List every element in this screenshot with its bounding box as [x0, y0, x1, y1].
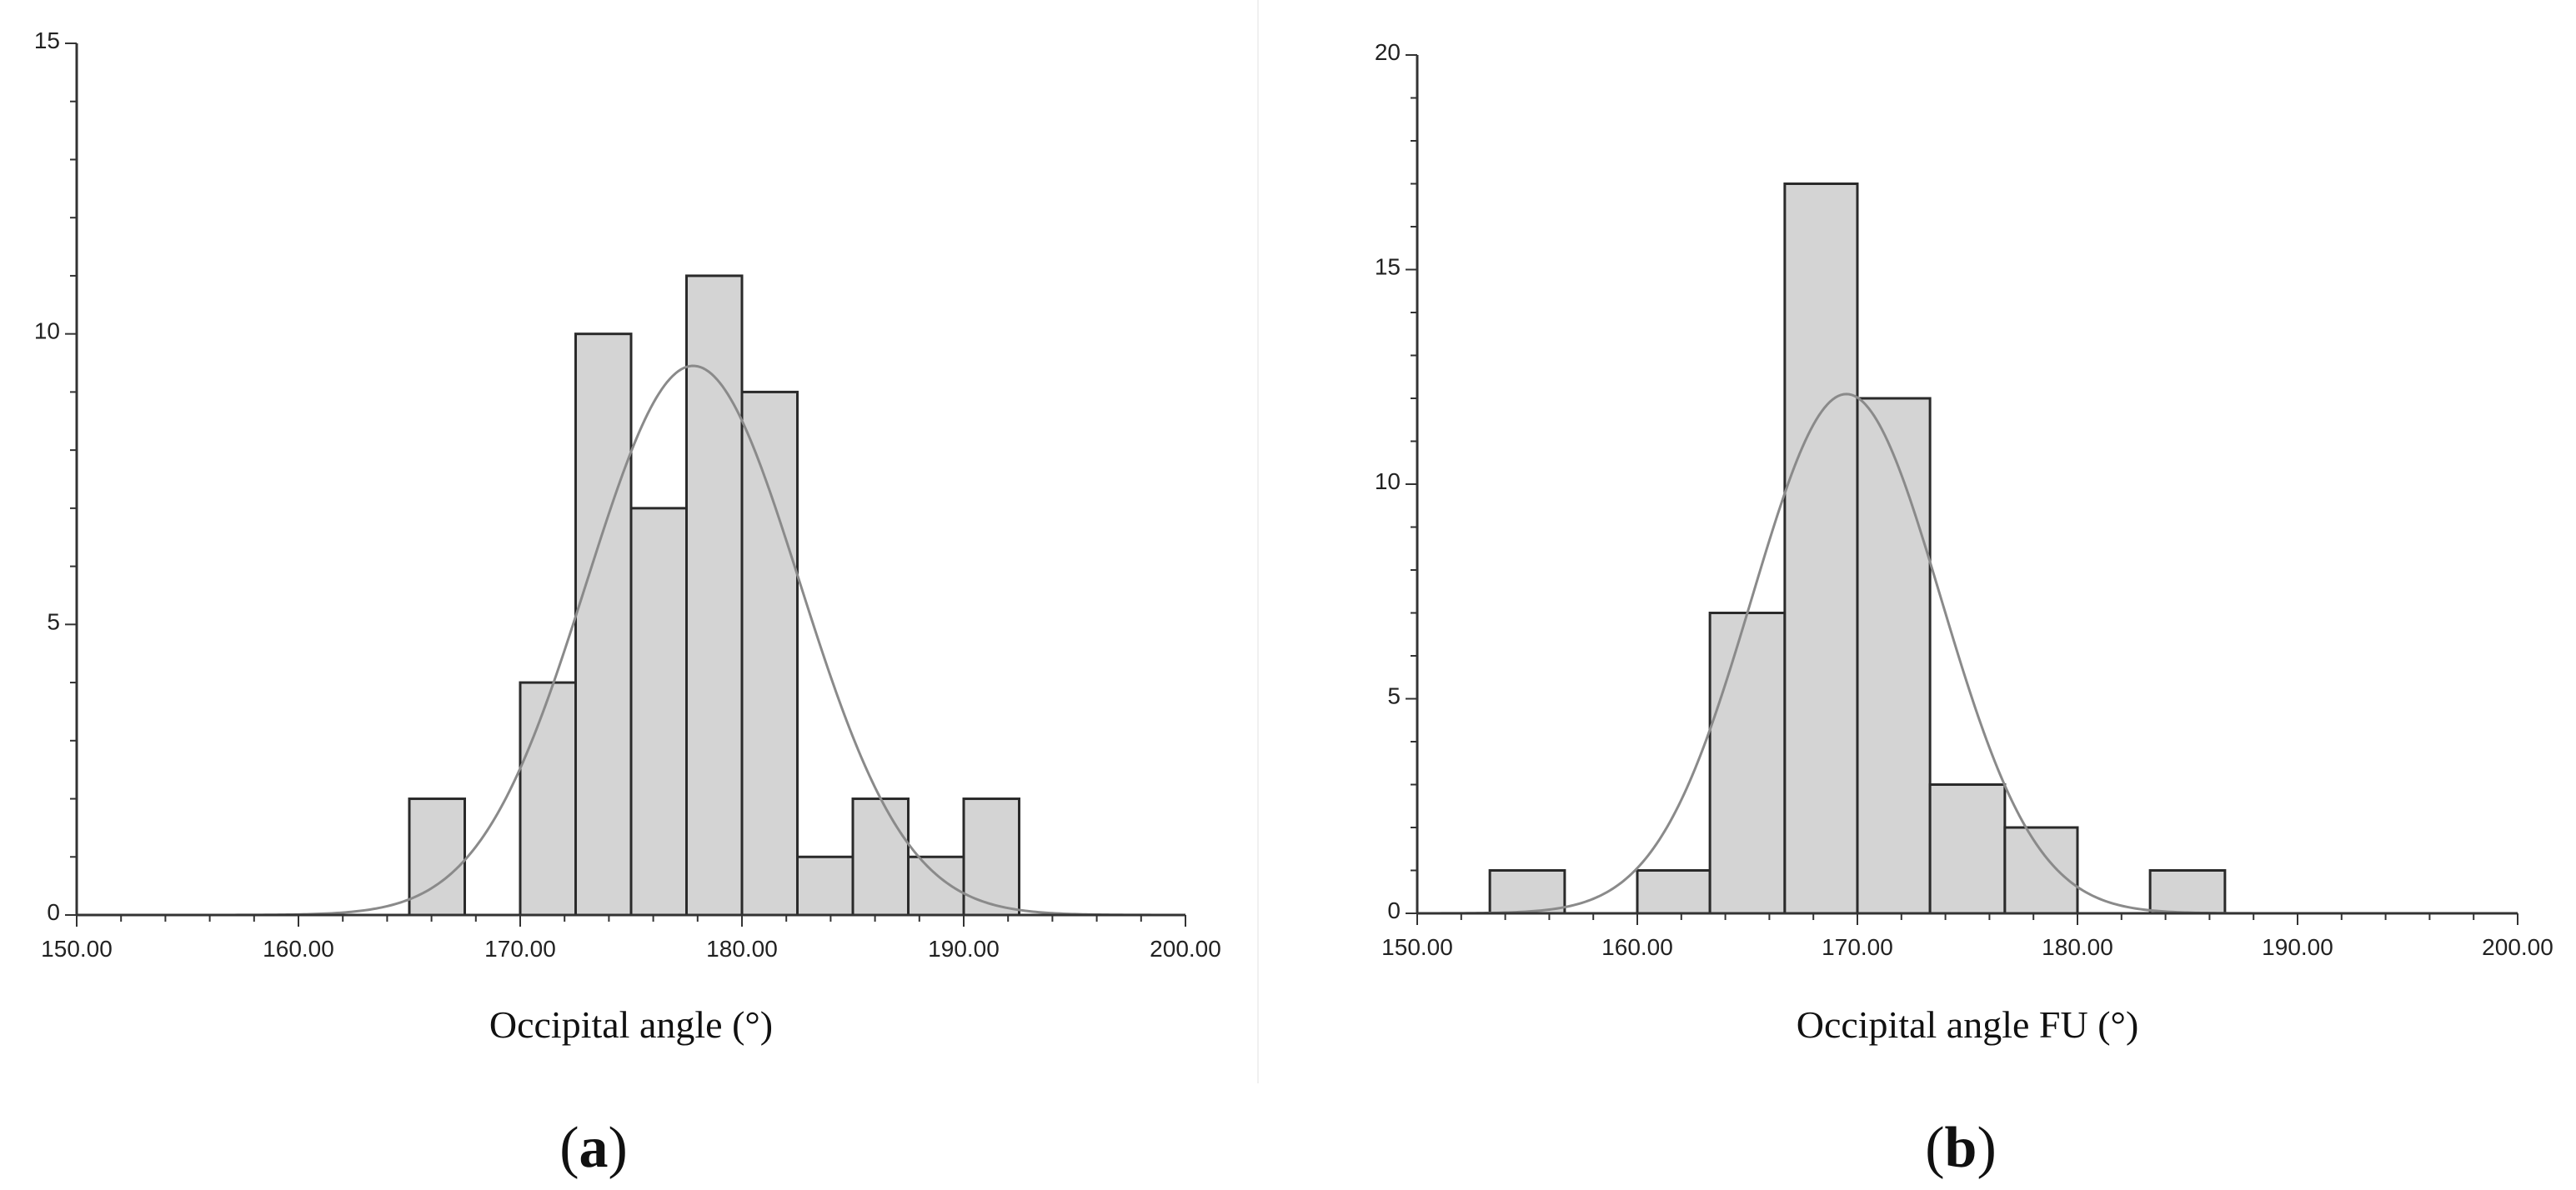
histogram-bar-a-2 — [574, 332, 633, 917]
panel-label-a: (a) — [559, 1116, 628, 1180]
histogram-bar-b-1 — [1636, 869, 1711, 915]
x-tick-label-a-2: 170.00 — [484, 936, 556, 962]
y-tick-label-b-0: 0 — [1387, 898, 1401, 923]
panel-label-letter-b: b — [1945, 1116, 1977, 1180]
y-tick-label-b-2: 10 — [1375, 468, 1401, 494]
x-tick-label-a-0: 150.00 — [41, 936, 113, 962]
panel-label-close-paren-a: ) — [609, 1116, 628, 1180]
histogram-bar-a-1 — [519, 681, 577, 917]
y-tick-label-b-1: 5 — [1387, 683, 1401, 709]
y-tick-label-b-3: 15 — [1375, 254, 1401, 280]
y-tick-label-a-3: 15 — [34, 28, 60, 53]
x-tick-label-a-3: 180.00 — [706, 936, 778, 962]
histogram-bar-b-2 — [1708, 612, 1787, 915]
panel-label-open-paren-b: ( — [1925, 1116, 1944, 1180]
histogram-bar-a-3 — [629, 507, 688, 917]
x-tick-label-b-0: 150.00 — [1381, 934, 1453, 960]
chart-panel-b: 0 5 10 15 20 150.00 160.00 170.00 180.00 190.00 20… — [1375, 39, 2553, 1180]
histogram-bar-b-3 — [1783, 182, 1859, 915]
histogram-bar-a-0 — [408, 798, 466, 917]
histogram-bar-b-7 — [2148, 869, 2227, 915]
x-tick-label-a-4: 190.00 — [928, 936, 1000, 962]
x-axis-title-b: Occipital angle FU (°) — [1797, 1003, 2139, 1046]
histogram-bar-b-6 — [2003, 826, 2079, 915]
histogram-bar-b-0 — [1488, 869, 1566, 915]
histogram-bar-a-5 — [740, 390, 799, 917]
histogram-bar-a-7 — [851, 798, 910, 917]
y-tick-label-b-4: 20 — [1375, 39, 1401, 65]
histogram-bar-a-4 — [685, 274, 744, 917]
panel-label-open-paren-a: ( — [559, 1116, 579, 1180]
y-tick-label-a-1: 5 — [47, 608, 60, 634]
y-tick-label-a-0: 0 — [47, 899, 60, 925]
panel-label-close-paren-b: ) — [1977, 1116, 1996, 1180]
histogram-bar-b-4 — [1856, 397, 1932, 915]
x-tick-label-b-4: 190.00 — [2262, 934, 2333, 960]
x-axis-title-a: Occipital angle (°) — [489, 1003, 773, 1046]
y-tick-label-a-2: 10 — [34, 318, 60, 344]
histogram-bar-a-8 — [907, 855, 965, 917]
panel-label-b: (b) — [1925, 1116, 1997, 1180]
x-tick-label-a-1: 160.00 — [263, 936, 334, 962]
histogram-bar-b-5 — [1928, 783, 2007, 915]
panel-divider — [1257, 0, 1259, 1083]
histogram-bar-a-6 — [796, 855, 854, 917]
x-tick-label-b-2: 170.00 — [1822, 934, 1893, 960]
x-tick-label-a-5: 200.00 — [1150, 936, 1221, 962]
chart-panel-a: 0 5 10 15 150.00 160.00 170.00 180.00 190.00 200.… — [34, 28, 1221, 1180]
x-tick-label-b-3: 180.00 — [2042, 934, 2113, 960]
panel-label-letter-a: a — [579, 1116, 609, 1180]
x-tick-label-b-1: 160.00 — [1601, 934, 1673, 960]
x-tick-label-b-5: 200.00 — [2482, 934, 2553, 960]
